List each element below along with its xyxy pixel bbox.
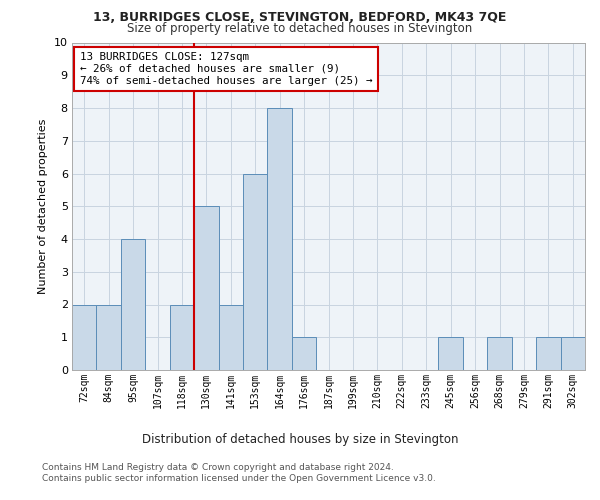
Text: Distribution of detached houses by size in Stevington: Distribution of detached houses by size … <box>142 432 458 446</box>
Bar <box>243 174 268 370</box>
Bar <box>170 304 194 370</box>
Bar <box>268 108 292 370</box>
Bar <box>439 337 463 370</box>
Y-axis label: Number of detached properties: Number of detached properties <box>38 118 48 294</box>
Bar <box>218 304 243 370</box>
Bar <box>292 337 316 370</box>
Bar <box>72 304 97 370</box>
Bar <box>560 337 585 370</box>
Bar <box>121 239 145 370</box>
Text: Contains public sector information licensed under the Open Government Licence v3: Contains public sector information licen… <box>42 474 436 483</box>
Text: Size of property relative to detached houses in Stevington: Size of property relative to detached ho… <box>127 22 473 35</box>
Bar <box>194 206 218 370</box>
Bar <box>487 337 512 370</box>
Text: Contains HM Land Registry data © Crown copyright and database right 2024.: Contains HM Land Registry data © Crown c… <box>42 462 394 471</box>
Bar <box>536 337 560 370</box>
Bar <box>97 304 121 370</box>
Text: 13, BURRIDGES CLOSE, STEVINGTON, BEDFORD, MK43 7QE: 13, BURRIDGES CLOSE, STEVINGTON, BEDFORD… <box>94 11 506 24</box>
Text: 13 BURRIDGES CLOSE: 127sqm
← 26% of detached houses are smaller (9)
74% of semi-: 13 BURRIDGES CLOSE: 127sqm ← 26% of deta… <box>80 52 372 86</box>
